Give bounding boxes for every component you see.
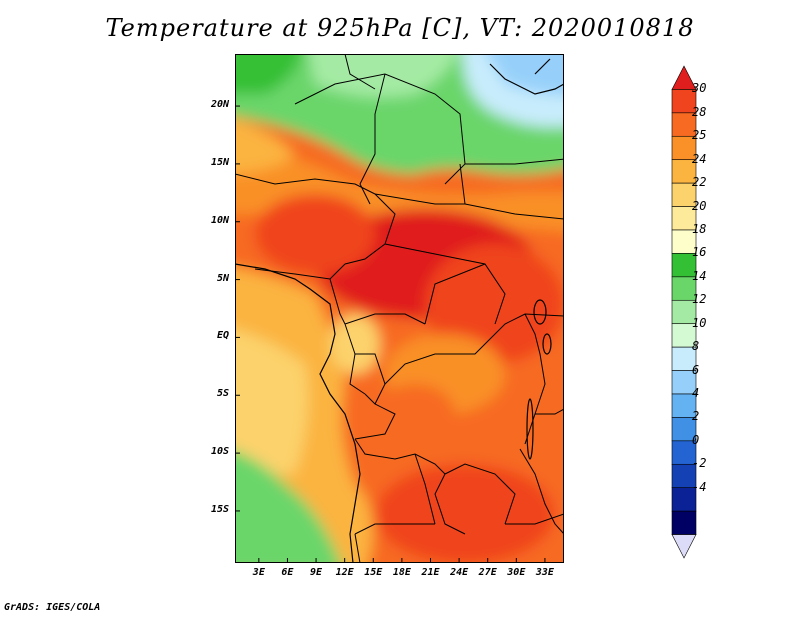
temperature-field [235,54,564,563]
colorbar-label: 20 [692,198,707,213]
lat-tick-label: 5S [216,388,229,400]
colorbar-label: 2 [692,409,700,424]
lon-tick-label: 33E [535,567,554,578]
lon-tick-label: 9E [310,567,323,578]
lat-tick-label: 15N [210,156,229,168]
colorbar-label: 30 [692,81,707,96]
colorbar-label: 6 [692,362,700,377]
country-borders [235,54,564,563]
lon-tick-label: 18E [392,567,411,578]
colorbar-label: 12 [692,292,707,307]
lon-tick-label: 24E [450,567,469,578]
colorbar-label: 22 [692,175,707,190]
lat-tick-label: 10N [210,214,229,226]
lon-tick-label: 30E [507,567,526,578]
lon-tick-label: 27E [478,567,497,578]
lon-tick-label: 3E [252,567,265,578]
lat-tick-label: EQ [216,330,229,342]
coastline [235,58,564,563]
colorbar-label: 28 [692,104,707,119]
colorbar-label: -2 [692,456,707,471]
lon-tick-label: 21E [421,567,440,578]
map-canvas [235,54,564,563]
lat-tick-label: 5N [216,272,229,284]
axis-ticks [235,105,546,563]
colorbar-label: 0 [692,432,700,447]
colorbar-label: 25 [692,128,707,143]
lat-tick-label: 10S [210,446,229,458]
lat-tick-label: 15S [210,503,229,515]
colorbar-label: 10 [692,315,707,330]
credit-text: GrADS: IGES/COLA [4,602,101,613]
lon-tick-label: 12E [335,567,354,578]
colorbar-label: 18 [692,222,707,236]
map-title: Temperature at 925hPa [C], VT: 202001081… [105,14,695,42]
colorbar-swatch [671,510,697,535]
lon-tick-label: 6E [281,567,294,578]
colorbar-label: 8 [692,339,700,354]
temperature-map [235,54,564,563]
colorbar-label: 16 [692,245,707,260]
colorbar-label: 4 [692,386,700,400]
colorbar [671,65,697,559]
lon-tick-label: 15E [364,567,383,578]
colorbar-label: 24 [692,151,707,166]
colorbar-label: -4 [692,479,707,494]
colorbar-label: 14 [692,268,707,283]
map-frame [235,54,564,563]
colorbar-swatch [671,534,697,559]
lat-tick-label: 20N [210,99,229,111]
